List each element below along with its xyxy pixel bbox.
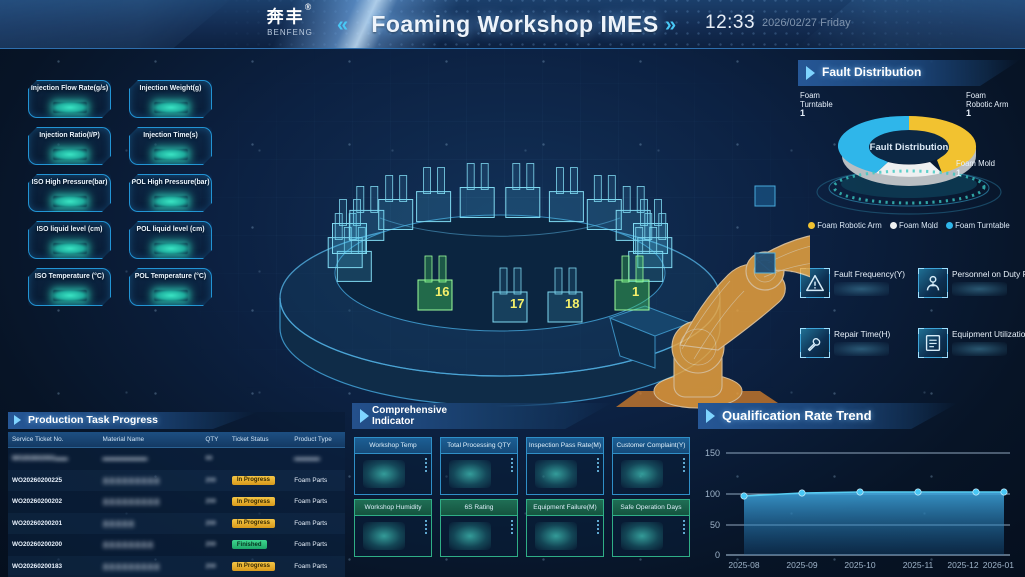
svg-text:2025-12: 2025-12 bbox=[947, 560, 978, 570]
svg-text:1: 1 bbox=[632, 284, 639, 299]
svg-text:2025-10: 2025-10 bbox=[844, 560, 875, 570]
svg-text:17: 17 bbox=[510, 296, 524, 311]
svg-text:0: 0 bbox=[715, 550, 720, 560]
svg-text:16: 16 bbox=[435, 284, 449, 299]
svg-text:2025-08: 2025-08 bbox=[728, 560, 759, 570]
svg-text:2025-11: 2025-11 bbox=[903, 560, 934, 570]
svg-text:100: 100 bbox=[705, 489, 720, 499]
svg-text:2026-01: 2026-01 bbox=[983, 560, 1014, 570]
svg-text:Fault Distribution: Fault Distribution bbox=[870, 142, 949, 153]
svg-text:150: 150 bbox=[705, 448, 720, 458]
svg-text:50: 50 bbox=[710, 520, 720, 530]
svg-text:2025-09: 2025-09 bbox=[786, 560, 817, 570]
svg-text:18: 18 bbox=[565, 296, 579, 311]
